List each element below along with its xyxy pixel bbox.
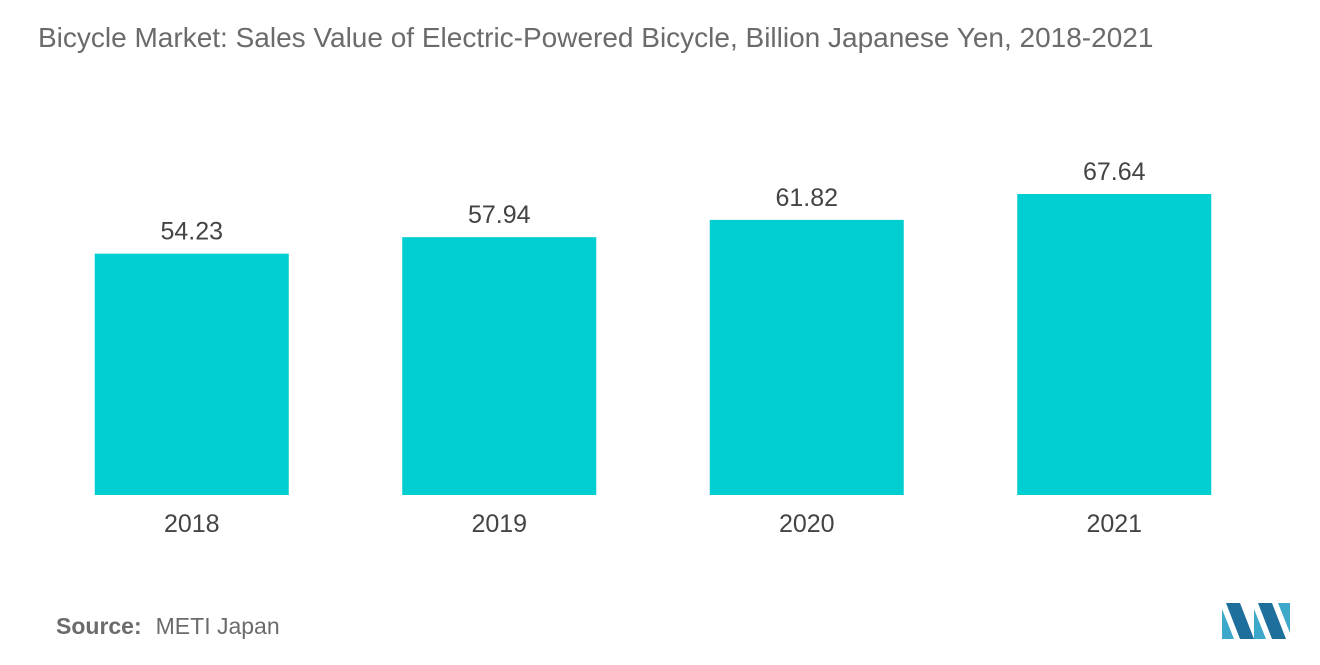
bar-2019 [402,237,597,496]
data-label-2019: 57.94 [468,201,531,229]
bar-2018 [94,253,289,495]
source-note: Source: METI Japan [56,613,280,640]
bar-chart: 54.23 2018 57.94 2019 61.82 2020 67.64 2021 [94,158,1212,538]
data-label-2021: 67.64 [1083,158,1146,186]
x-tick-label-2018: 2018 [164,510,220,538]
labels-layer: 54.23 2018 57.94 2019 61.82 2020 67.64 2021 [160,158,1145,538]
chart-title: Bicycle Market: Sales Value of Electric-… [38,22,1154,53]
bar-2020 [709,219,904,495]
data-label-2020: 61.82 [775,184,838,212]
x-tick-label-2020: 2020 [779,510,835,538]
bar-2021 [1017,194,1212,495]
data-label-2018: 54.23 [160,218,223,246]
source-value: METI Japan [155,613,280,639]
source-label: Source: [56,613,142,639]
bars-layer [94,194,1212,496]
mordor-intelligence-logo-icon [1222,603,1290,639]
x-tick-label-2019: 2019 [471,510,527,538]
x-tick-label-2021: 2021 [1086,510,1142,538]
